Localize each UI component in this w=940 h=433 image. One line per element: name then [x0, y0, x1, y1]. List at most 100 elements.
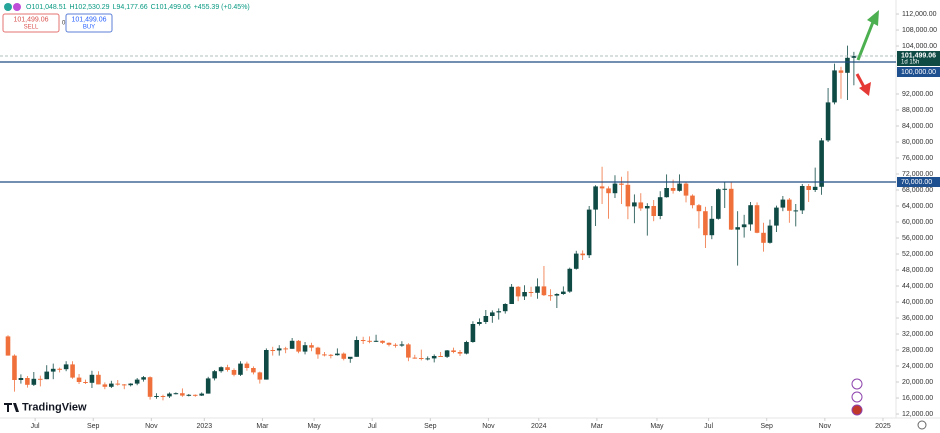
y-tick-label: 24,000.00	[902, 363, 933, 370]
y-tick-label: 104,000.00	[902, 43, 937, 50]
candle-body	[31, 378, 37, 385]
candle-body	[799, 186, 805, 211]
x-tick-label: Jul	[31, 423, 40, 430]
y-tick-label: 52,000.00	[902, 251, 933, 258]
candle-body	[412, 357, 418, 359]
legend-item: C101,499.06	[151, 4, 191, 11]
buy-price[interactable]: 101,499.06	[71, 16, 106, 23]
candle-body	[761, 232, 766, 243]
x-tick-label: 2023	[197, 423, 213, 430]
candle-body	[774, 207, 779, 226]
candle-body	[354, 340, 359, 357]
x-tick-label: Sep	[760, 423, 773, 430]
x-tick-label: Nov	[819, 423, 832, 430]
candle-body	[690, 195, 695, 206]
y-tick-label: 72,000.00	[902, 171, 933, 178]
candle-body	[160, 396, 166, 397]
candle-body	[173, 393, 179, 395]
x-tick-label: 2024	[531, 423, 547, 430]
candle-body	[309, 345, 314, 348]
candle-body	[251, 368, 256, 373]
price-line-label: 100,000.00	[901, 69, 936, 76]
candle-body	[677, 183, 682, 191]
y-tick-label: 16,000.00	[902, 395, 933, 402]
buy-button[interactable]: 101,499.06 BUY	[65, 13, 113, 33]
candle-body	[115, 383, 121, 385]
candle-body	[257, 372, 263, 380]
legend-item: L94,177.66	[113, 4, 148, 11]
buy-label[interactable]: BUY	[83, 25, 95, 31]
price-line-box	[897, 67, 940, 77]
candle-body	[180, 393, 185, 396]
candle-body	[754, 205, 760, 233]
candle-body	[102, 384, 108, 387]
candle-body	[296, 340, 301, 352]
candle-body	[57, 368, 62, 370]
candle-body	[244, 363, 250, 368]
candle-body	[683, 183, 689, 196]
candle-body	[263, 350, 269, 380]
logo: TradingView	[4, 401, 87, 413]
candle-body	[12, 355, 17, 380]
candle-body	[347, 356, 353, 359]
y-tick-label: 60,000.00	[902, 219, 933, 226]
buy-box[interactable]	[65, 13, 113, 33]
candle-body	[335, 353, 340, 356]
candle-body	[5, 336, 11, 356]
arrows	[855, 10, 879, 96]
icon[interactable]	[851, 404, 863, 416]
candle-body	[289, 340, 295, 349]
candle-body	[832, 70, 837, 103]
candle-body	[625, 184, 631, 207]
sell-price[interactable]: 101,499.06	[13, 16, 48, 23]
icon[interactable]	[851, 378, 863, 390]
candle-body	[231, 370, 237, 375]
y-tick-label: 88,000.00	[902, 107, 933, 114]
y-tick-label: 112,000.00	[902, 11, 937, 18]
legend-item: O101,048.51	[26, 4, 67, 11]
candle-body	[283, 348, 288, 350]
candle-body	[83, 382, 88, 383]
candle-body	[515, 286, 521, 297]
candle-body	[238, 363, 243, 375]
candle-body	[63, 364, 69, 370]
candle-body	[483, 316, 489, 322]
candle-body	[696, 205, 702, 212]
candle-body	[406, 344, 411, 358]
candle-body	[703, 211, 708, 236]
candle-body	[735, 227, 740, 230]
candle-body	[141, 377, 146, 380]
y-tick-label: 36,000.00	[902, 315, 933, 322]
icon[interactable]	[851, 391, 863, 403]
y-tick-label: 20,000.00	[902, 379, 933, 386]
x-tick-label: Jul	[368, 423, 377, 430]
settings-icon[interactable]	[917, 420, 927, 430]
candle-body	[728, 188, 734, 230]
logo-mark	[4, 403, 19, 412]
x-tick-label: May	[650, 423, 664, 430]
candle-body	[567, 268, 573, 292]
down-arrow	[855, 73, 866, 88]
candle-body	[599, 186, 605, 189]
y-tick-label: 108,000.00	[902, 27, 937, 34]
candle-body	[367, 340, 372, 342]
last-price-label: 101,499.06	[901, 52, 936, 59]
candle-body	[451, 350, 456, 352]
candle-body	[767, 225, 773, 243]
candle-body	[438, 356, 443, 357]
sell-button[interactable]: 101,499.06 SELL	[2, 13, 60, 33]
icon	[13, 3, 21, 11]
sell-label[interactable]: SELL	[24, 25, 39, 31]
candle-body	[205, 378, 211, 394]
candle-body	[838, 70, 844, 73]
y-tick-label: 28,000.00	[902, 347, 933, 354]
candle-body	[225, 367, 230, 370]
tool-icons[interactable]	[851, 378, 927, 430]
candle-body	[561, 291, 566, 294]
sell-box[interactable]	[2, 13, 60, 33]
candle-body	[651, 206, 657, 216]
logo-text: TradingView	[22, 401, 87, 413]
countdown-label: 1d 15h	[901, 60, 919, 66]
candle-body	[522, 292, 527, 297]
candle-body	[509, 286, 514, 304]
